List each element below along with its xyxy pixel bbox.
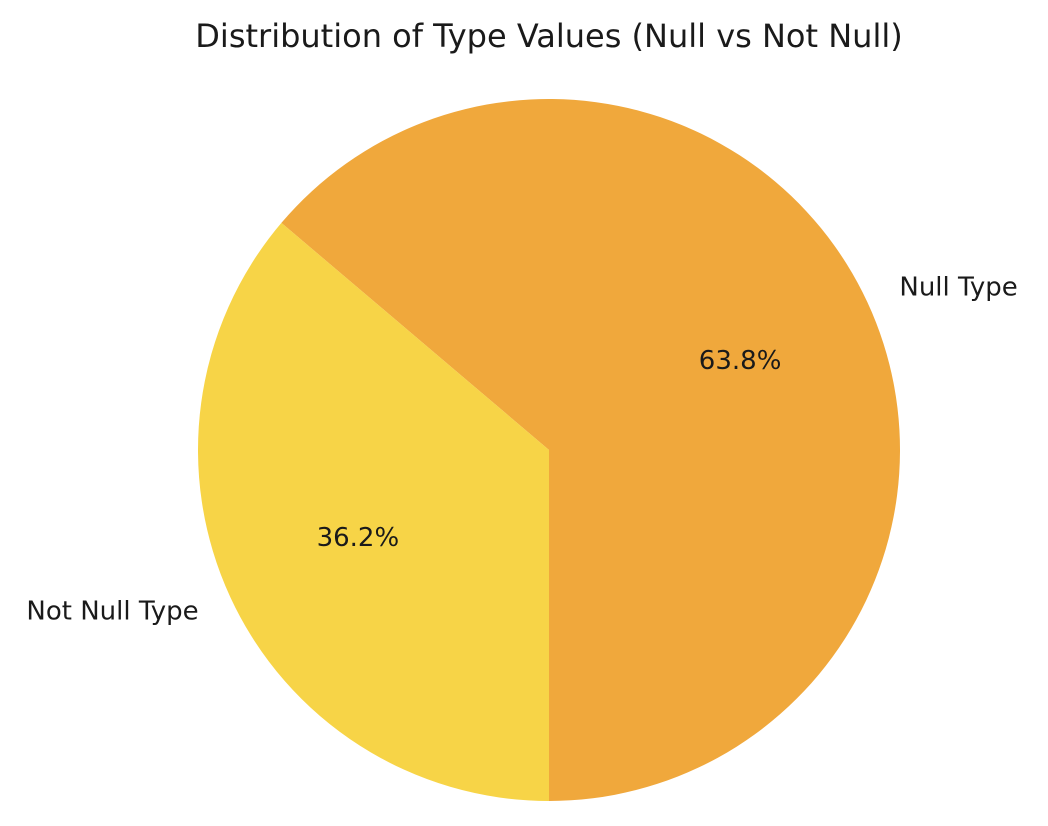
slice-label-1: Null Type bbox=[899, 272, 1017, 302]
chart-title: Distribution of Type Values (Null vs Not… bbox=[195, 17, 902, 55]
pie-slices bbox=[198, 98, 900, 801]
pie-slice-1 bbox=[281, 98, 900, 801]
slice-percent-label-1: 63.8% bbox=[699, 346, 782, 376]
slice-label-2: Not Null Type bbox=[26, 597, 198, 627]
pie-slice-2 bbox=[198, 222, 549, 801]
pie-labels: Null Type 63.8% Not Null Type 36.2% bbox=[26, 272, 1017, 626]
slice-percent-label-2: 36.2% bbox=[317, 523, 400, 553]
